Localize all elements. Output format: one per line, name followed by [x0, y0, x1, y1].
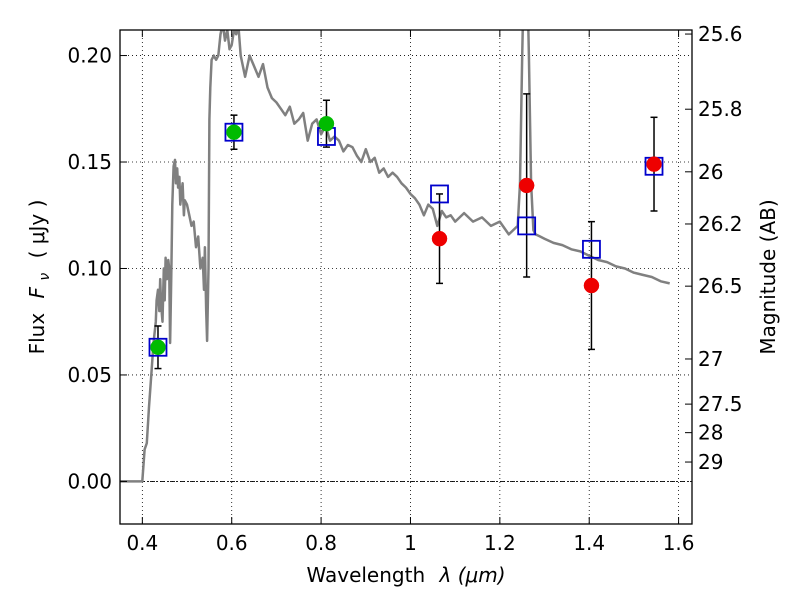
grid: [120, 30, 692, 524]
x-tick-label: 1: [404, 531, 417, 555]
y2-tick-label: 25.8: [698, 97, 743, 121]
y-tick-label: 0.05: [67, 363, 112, 387]
y2-tick-label: 27.5: [698, 392, 743, 416]
x-tick-label: 1.6: [663, 531, 695, 555]
red-data-point: [518, 177, 535, 194]
x-axis-label: Wavelength λ (μm): [306, 563, 505, 587]
plot-frame: [119, 29, 693, 525]
model-photometry-square: [582, 239, 601, 259]
x-tick-label: 0.4: [126, 531, 158, 555]
y-axis-label-fnu: F: [25, 286, 49, 298]
y-axis-label-fnu-sub: ν: [37, 273, 53, 281]
axis-ticks: 0.4 0.6 0.8 1 1.2 1.4 1.6 0.00 0.05 0.10 0.15 0.20 2…: [67, 22, 742, 555]
x-axis-label-math: λ (μm): [439, 563, 506, 587]
model-photometry-square: [430, 184, 449, 204]
y-tick-label: 0.15: [67, 150, 112, 174]
y-axis-label-text: Flux: [25, 313, 49, 355]
green-data-point: [318, 115, 335, 132]
y2-tick-label: 27: [698, 347, 723, 371]
model-sed-line: [120, 30, 670, 483]
x-axis-label-text: Wavelength: [306, 563, 425, 587]
y2-tick-label: 25.6: [698, 22, 743, 46]
model-photometry-square: [148, 337, 168, 357]
y-axis-label-unit: ( μJy ): [25, 200, 49, 259]
y-tick-label: 0.20: [67, 44, 112, 68]
model-photometry-square: [224, 122, 244, 142]
red-data-point: [431, 230, 448, 247]
green-data-point: [226, 124, 242, 140]
y2-tick-label: 26: [698, 160, 723, 184]
model-sed-path: [120, 30, 670, 483]
model-photometry-squares: [148, 122, 664, 357]
red-data-point: [646, 156, 662, 172]
y2-tick-label: 26.2: [698, 212, 743, 236]
y2-tick-label: 26.5: [698, 274, 743, 298]
x-tick-label: 0.8: [305, 531, 337, 555]
x-tick-label: 1.4: [573, 531, 605, 555]
model-photometry-square: [517, 216, 537, 236]
x-tick-label: 0.6: [216, 531, 248, 555]
y2-tick-label: 29: [698, 450, 723, 474]
x-tick-label: 1.2: [484, 531, 516, 555]
y2-tick-label: 28: [698, 421, 723, 445]
green-data-point: [150, 339, 166, 356]
data-points: [150, 115, 662, 356]
y2-axis-label: Magnitude (AB): [756, 199, 780, 354]
y-tick-label: 0.00: [67, 469, 112, 493]
y-tick-label: 0.10: [67, 256, 112, 280]
y-axis-label: Flux F ν ( μJy ): [25, 200, 54, 355]
red-data-point: [583, 277, 600, 294]
